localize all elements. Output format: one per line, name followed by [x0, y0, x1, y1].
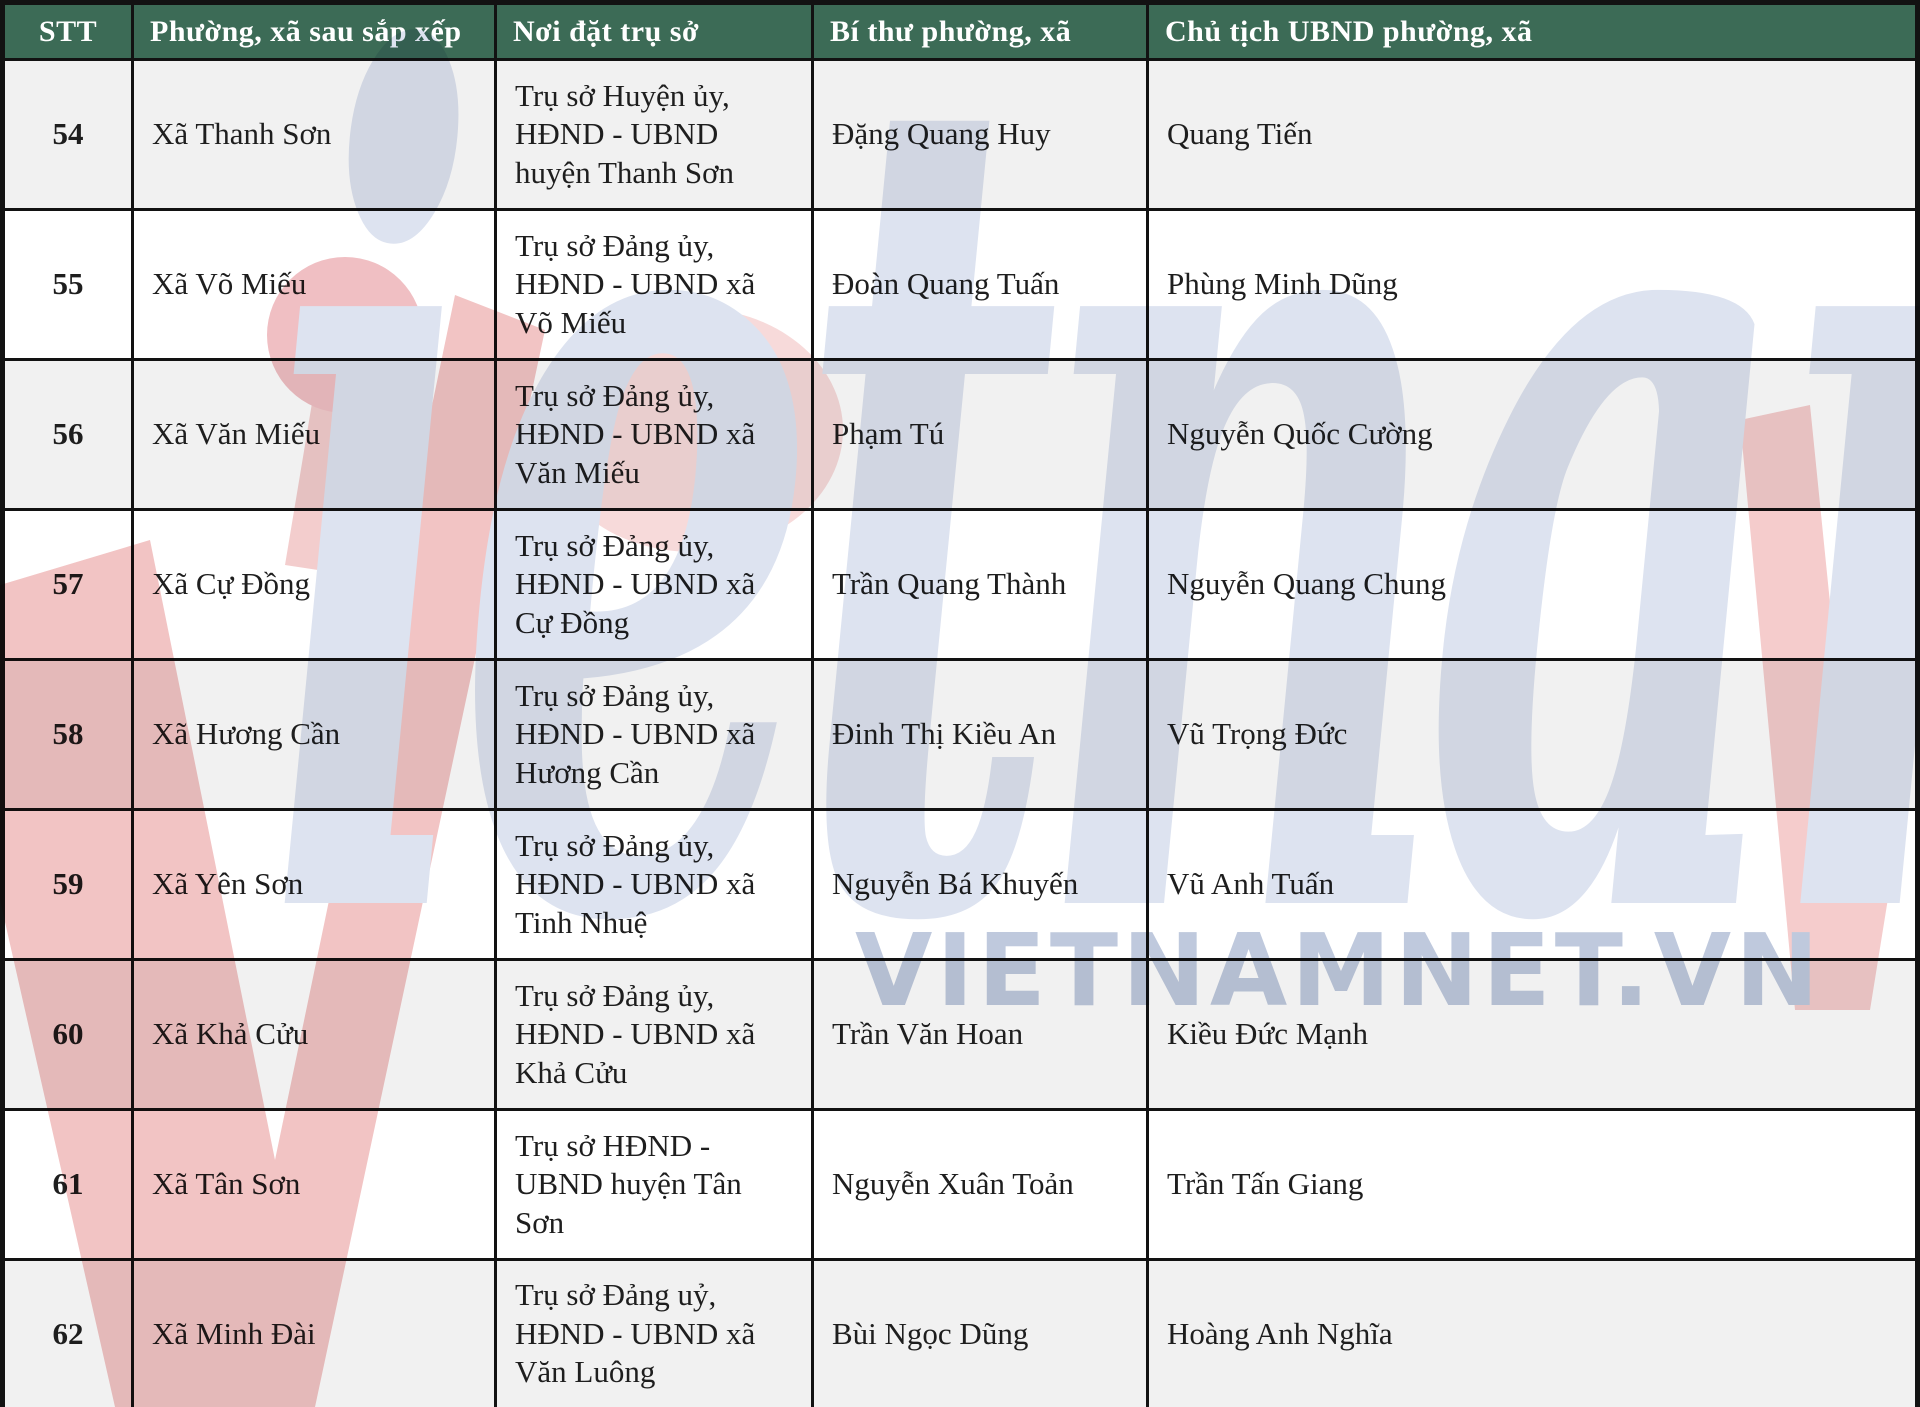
cell-stt: 56: [1, 358, 134, 511]
table-body: 54 Xã Thanh Sơn Trụ sở Huyện ủy, HĐND - …: [1, 58, 1919, 1407]
cell-chairman: Phùng Minh Dũng: [1146, 208, 1919, 361]
cell-secretary: Nguyễn Xuân Toản: [811, 1108, 1149, 1261]
table-row: 57 Xã Cự Đồng Trụ sở Đảng ủy, HĐND - UBN…: [1, 508, 1919, 661]
cell-stt: 58: [1, 658, 134, 811]
cell-stt: 60: [1, 958, 134, 1111]
table-row: 54 Xã Thanh Sơn Trụ sở Huyện ủy, HĐND - …: [1, 58, 1919, 211]
cell-chairman: Quang Tiến: [1146, 58, 1919, 211]
cell-stt: 55: [1, 208, 134, 361]
cell-secretary: Phạm Tú: [811, 358, 1149, 511]
cell-chairman: Kiều Đức Mạnh: [1146, 958, 1919, 1111]
header-secretary: Bí thư phường, xã: [811, 1, 1149, 61]
cell-chairman: Nguyễn Quốc Cường: [1146, 358, 1919, 511]
cell-stt: 61: [1, 1108, 134, 1261]
cell-stt: 62: [1, 1258, 134, 1407]
cell-ward: Xã Minh Đài: [131, 1258, 497, 1407]
table-row: 58 Xã Hương Cần Trụ sở Đảng ủy, HĐND - U…: [1, 658, 1919, 811]
header-office: Nơi đặt trụ sở: [494, 1, 814, 61]
cell-office: Trụ sở Đảng ủy, HĐND - UBND xã Văn Miếu: [494, 358, 814, 511]
cell-secretary: Bùi Ngọc Dũng: [811, 1258, 1149, 1407]
cell-ward: Xã Yên Sơn: [131, 808, 497, 961]
cell-secretary: Đặng Quang Huy: [811, 58, 1149, 211]
cell-office: Trụ sở Đảng ủy, HĐND - UBND xã Tinh Nhuệ: [494, 808, 814, 961]
table-row: 62 Xã Minh Đài Trụ sở Đảng uỷ, HĐND - UB…: [1, 1258, 1919, 1407]
cell-chairman: Trần Tấn Giang: [1146, 1108, 1919, 1261]
table-row: 60 Xã Khả Cửu Trụ sở Đảng ủy, HĐND - UBN…: [1, 958, 1919, 1111]
cell-ward: Xã Văn Miếu: [131, 358, 497, 511]
cell-ward: Xã Hương Cần: [131, 658, 497, 811]
cell-office: Trụ sở Đảng ủy, HĐND - UBND xã Khả Cửu: [494, 958, 814, 1111]
cell-ward: Xã Võ Miếu: [131, 208, 497, 361]
cell-chairman: Nguyễn Quang Chung: [1146, 508, 1919, 661]
cell-ward: Xã Tân Sơn: [131, 1108, 497, 1261]
header-chairman: Chủ tịch UBND phường, xã: [1146, 1, 1919, 61]
cell-secretary: Nguyễn Bá Khuyến: [811, 808, 1149, 961]
cell-office: Trụ sở Đảng ủy, HĐND - UBND xã Võ Miếu: [494, 208, 814, 361]
table-row: 55 Xã Võ Miếu Trụ sở Đảng ủy, HĐND - UBN…: [1, 208, 1919, 361]
cell-secretary: Đoàn Quang Tuấn: [811, 208, 1149, 361]
header-ward: Phường, xã sau sắp xếp: [131, 1, 497, 61]
cell-secretary: Trần Văn Hoan: [811, 958, 1149, 1111]
cell-chairman: Vũ Trọng Đức: [1146, 658, 1919, 811]
cell-office: Trụ sở Đảng ủy, HĐND - UBND xã Hương Cần: [494, 658, 814, 811]
header-row: STT Phường, xã sau sắp xếp Nơi đặt trụ s…: [1, 1, 1919, 61]
cell-ward: Xã Thanh Sơn: [131, 58, 497, 211]
table-row: 61 Xã Tân Sơn Trụ sở HĐND - UBND huyện T…: [1, 1108, 1919, 1261]
cell-office: Trụ sở Đảng ủy, HĐND - UBND xã Cự Đồng: [494, 508, 814, 661]
table-header: STT Phường, xã sau sắp xếp Nơi đặt trụ s…: [1, 1, 1919, 61]
cell-stt: 57: [1, 508, 134, 661]
cell-office: Trụ sở Huyện ủy, HĐND - UBND huyện Thanh…: [494, 58, 814, 211]
cell-chairman: Hoàng Anh Nghĩa: [1146, 1258, 1919, 1407]
cell-secretary: Trần Quang Thành: [811, 508, 1149, 661]
cell-chairman: Vũ Anh Tuấn: [1146, 808, 1919, 961]
table-row: 56 Xã Văn Miếu Trụ sở Đảng ủy, HĐND - UB…: [1, 358, 1919, 511]
header-stt: STT: [1, 1, 134, 61]
cell-ward: Xã Khả Cửu: [131, 958, 497, 1111]
table-row: 59 Xã Yên Sơn Trụ sở Đảng ủy, HĐND - UBN…: [1, 808, 1919, 961]
cell-office: Trụ sở HĐND - UBND huyện Tân Sơn: [494, 1108, 814, 1261]
cell-office: Trụ sở Đảng uỷ, HĐND - UBND xã Văn Luông: [494, 1258, 814, 1407]
cell-secretary: Đinh Thị Kiều An: [811, 658, 1149, 811]
cell-ward: Xã Cự Đồng: [131, 508, 497, 661]
cell-stt: 54: [1, 58, 134, 211]
cell-stt: 59: [1, 808, 134, 961]
